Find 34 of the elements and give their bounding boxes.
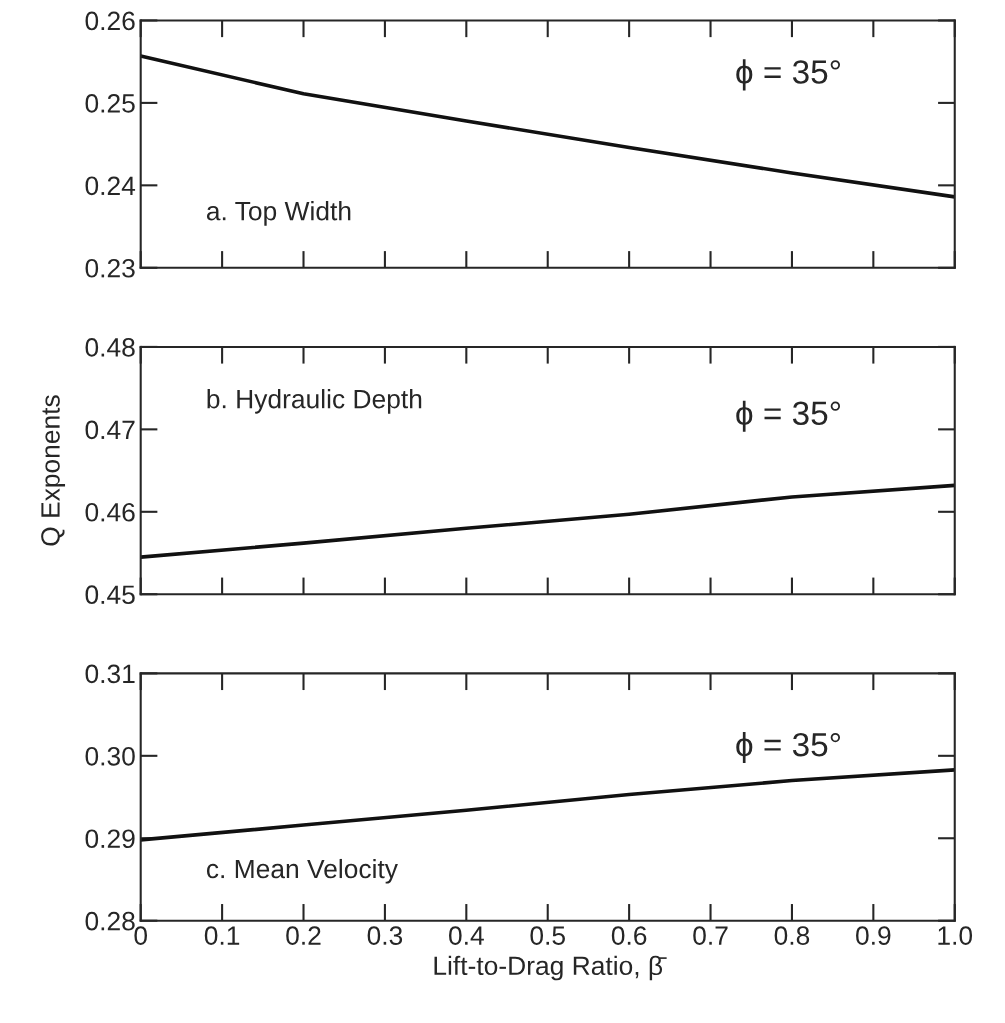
x-axis-title: Lift-to-Drag Ratio, β̄	[434, 955, 667, 981]
annotation: a. Top Width	[206, 201, 351, 226]
annotation: ϕ = 35°	[736, 59, 841, 91]
y-tick-label: 0.31	[85, 664, 135, 684]
y-axis-title: Q Exponents	[41, 395, 66, 546]
y-tick-label: 0.24	[85, 176, 136, 196]
x-tick-label: 0	[134, 926, 148, 945]
y-tick-label: 0.23	[85, 258, 135, 278]
x-tick-label: 0.5	[530, 926, 565, 945]
y-tick-label: 0.29	[85, 829, 135, 849]
x-tick-label: 0.2	[286, 926, 321, 945]
x-tick-label: 0.3	[367, 926, 403, 945]
y-tick-label: 0.26	[85, 11, 135, 31]
x-tick-label: 1.0	[938, 926, 973, 945]
x-tick-label: 0.8	[774, 926, 810, 945]
y-tick-label: 0.46	[85, 502, 135, 522]
y-tick-label: 0.30	[85, 746, 135, 766]
y-tick-label: 0.47	[85, 420, 135, 440]
annotation: b. Hydraulic Depth	[207, 389, 422, 414]
x-tick-label: 0.6	[611, 926, 647, 945]
line-series	[140, 768, 955, 842]
annotation: c. Mean Velocity	[206, 858, 398, 884]
x-tick-label: 0.7	[693, 926, 728, 945]
x-tick-label: 0.4	[449, 926, 484, 945]
line-series	[140, 483, 955, 559]
y-tick-label: 0.28	[85, 911, 135, 931]
x-tick-label: 0.9	[856, 926, 891, 945]
line-series	[140, 54, 955, 199]
y-tick-label: 0.48	[85, 338, 135, 357]
y-tick-label: 0.45	[85, 585, 135, 605]
y-tick-label: 0.25	[85, 94, 135, 113]
annotation: ϕ = 35°	[736, 400, 841, 432]
x-tick-label: 0.1	[204, 926, 240, 945]
annotation: ϕ = 35°	[736, 732, 841, 764]
